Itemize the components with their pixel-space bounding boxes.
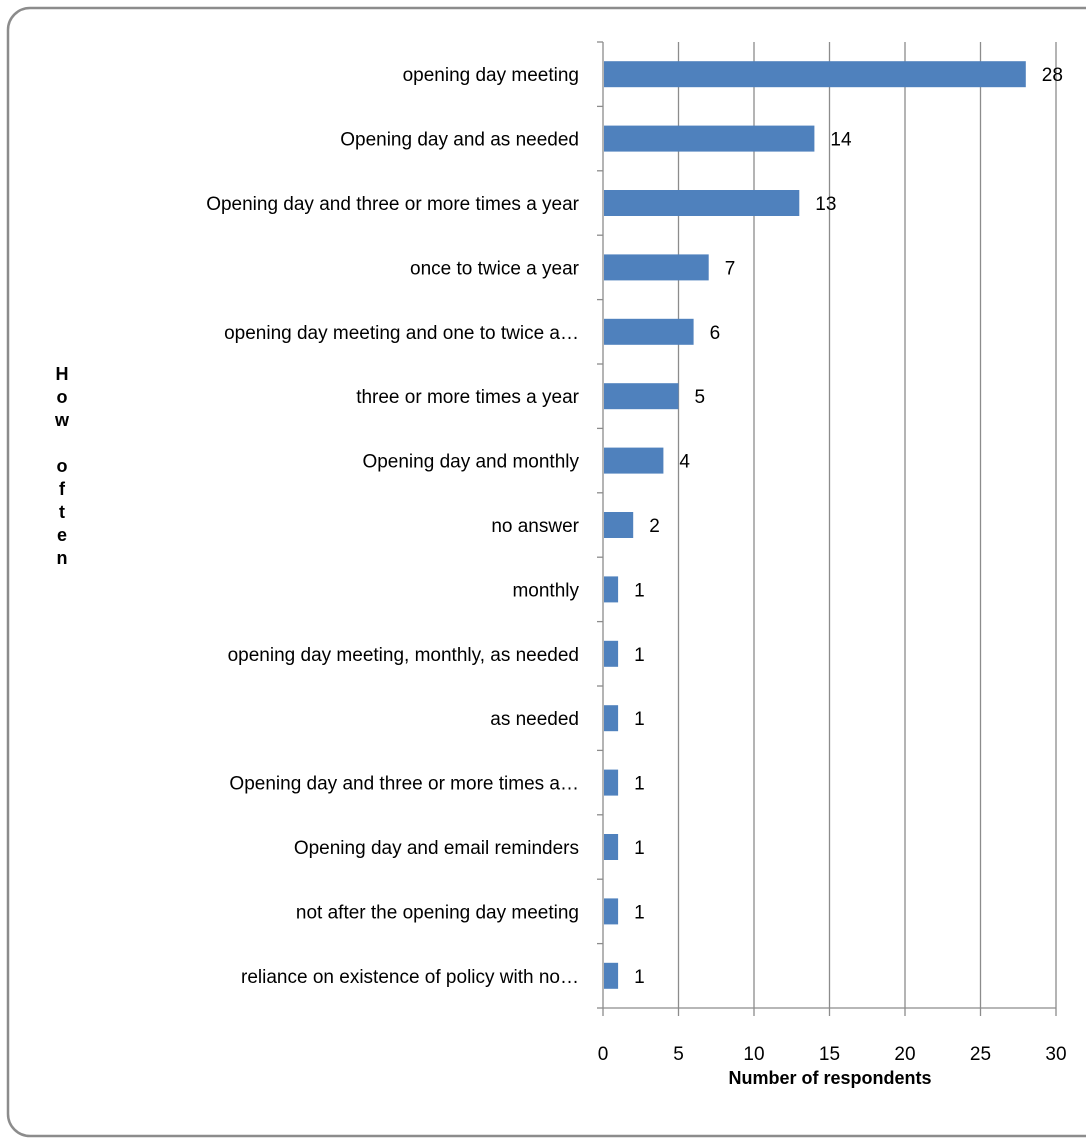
bar [604,190,800,216]
bar [604,254,709,281]
data-label: 4 [679,452,690,473]
bar [604,705,619,732]
category-label: Opening day and three or more times a ye… [206,194,579,215]
category-label: opening day meeting and one to twice a… [224,323,579,344]
bar [604,61,1026,88]
bar [604,898,619,925]
x-tick-label: 30 [1045,1044,1066,1065]
category-label: reliance on existence of policy with no… [241,967,579,988]
data-label: 14 [830,130,852,151]
category-label: Opening day and email reminders [294,838,579,859]
x-tick-label: 20 [894,1044,915,1065]
data-label: 2 [649,516,660,537]
bar [604,447,664,474]
category-label: Opening day and monthly [362,452,579,473]
data-label: 7 [725,258,736,279]
data-label: 5 [695,387,706,408]
x-tick-label: 25 [970,1044,991,1065]
x-tick-label: 10 [743,1044,764,1065]
category-label: opening day meeting [403,65,579,86]
data-label: 1 [634,709,645,730]
category-label: Opening day and three or more times a… [229,774,579,795]
category-label: once to twice a year [410,258,580,279]
data-label: 1 [634,774,645,795]
data-label: 1 [634,645,645,666]
x-tick-label: 0 [598,1044,609,1065]
x-tick-label: 15 [819,1044,840,1065]
category-label: no answer [491,516,579,537]
data-label: 1 [634,902,645,923]
bar [604,576,619,603]
bar [604,962,619,989]
bar [604,769,619,796]
bar [604,512,634,538]
data-label: 1 [634,580,645,601]
data-label: 1 [634,838,645,859]
chart-frame-border [6,6,1086,1138]
category-label: opening day meeting, monthly, as needed [228,645,579,666]
bar [604,834,619,860]
bar [604,125,815,152]
bar [604,383,679,410]
category-label: not after the opening day meeting [296,902,579,923]
data-label: 1 [634,967,645,988]
bar [604,640,619,667]
category-label: Opening day and as needed [340,130,579,151]
bars [604,61,1026,989]
data-label: 13 [815,194,836,215]
axes [597,41,1057,1016]
category-label: as needed [490,709,579,730]
data-label: 28 [1042,65,1063,86]
x-axis-title: Number of respondents [728,1068,931,1088]
data-label: 6 [710,323,721,344]
bar [604,318,694,345]
category-label: monthly [512,580,579,601]
category-label: three or more times a year [356,387,579,408]
x-tick-label: 5 [673,1044,684,1065]
